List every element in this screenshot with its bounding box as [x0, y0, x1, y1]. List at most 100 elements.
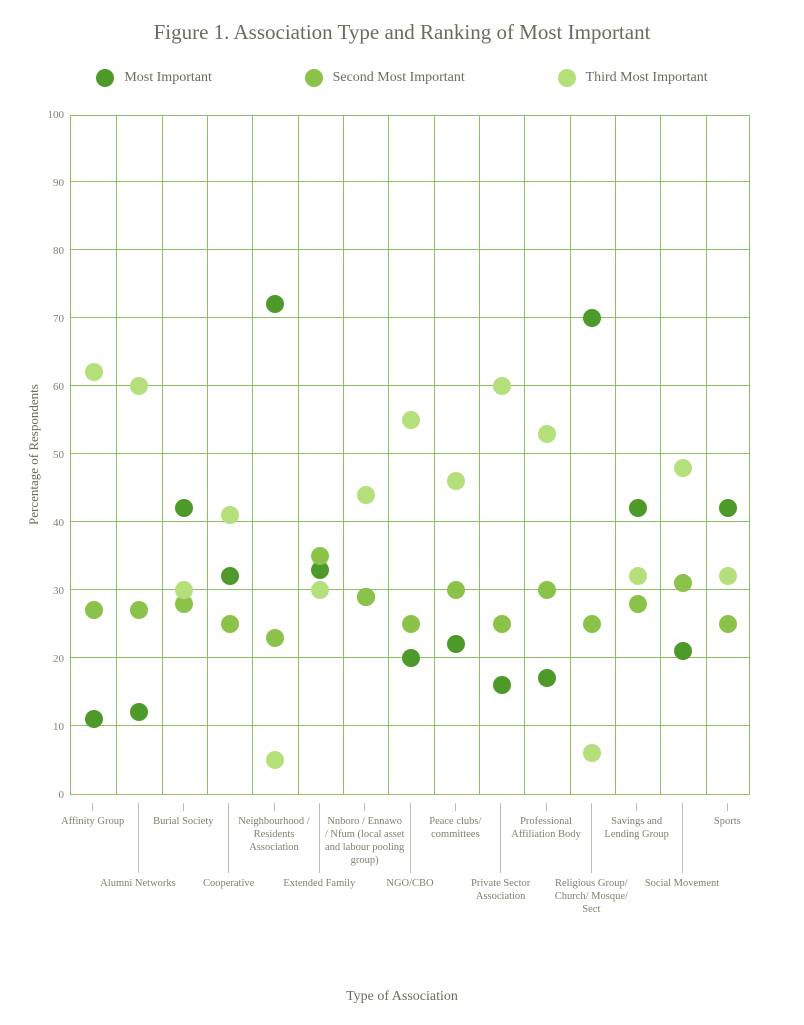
- y-tick-label: 60: [53, 381, 64, 393]
- gridline-vertical: [660, 116, 661, 794]
- x-label-stem: [92, 803, 93, 811]
- data-point: [357, 588, 375, 606]
- y-tick-label: 90: [53, 177, 64, 189]
- gridline-vertical: [434, 116, 435, 794]
- data-point: [493, 615, 511, 633]
- data-point: [221, 506, 239, 524]
- data-point: [402, 411, 420, 429]
- legend-item: Second Most Important: [305, 69, 465, 87]
- data-point: [402, 615, 420, 633]
- data-point: [674, 459, 692, 477]
- y-tick-label: 50: [53, 449, 64, 461]
- gridline-vertical: [298, 116, 299, 794]
- x-label-stem: [138, 803, 139, 873]
- plot-area: Percentage of Respondents 01020304050607…: [20, 115, 784, 795]
- data-point: [175, 581, 193, 599]
- x-label-stem: [546, 803, 547, 811]
- x-label-stem: [455, 803, 456, 811]
- x-category-label: Sports: [687, 803, 767, 828]
- gridline-vertical: [343, 116, 344, 794]
- x-label-text: Social Movement: [642, 877, 722, 890]
- x-label-stem: [274, 803, 275, 811]
- gridline-horizontal: [71, 453, 749, 454]
- gridline-vertical: [615, 116, 616, 794]
- gridline-vertical: [479, 116, 480, 794]
- data-point: [629, 567, 647, 585]
- data-point: [447, 472, 465, 490]
- data-point: [175, 499, 193, 517]
- legend: Most Important Second Most Important Third…: [20, 69, 784, 87]
- y-tick-label: 100: [48, 109, 65, 121]
- x-label-stem: [591, 803, 592, 873]
- x-label-stem: [500, 803, 501, 873]
- data-point: [493, 377, 511, 395]
- gridline-vertical: [116, 116, 117, 794]
- y-axis-ticks: 0102030405060708090100: [42, 115, 70, 795]
- data-point: [221, 567, 239, 585]
- gridline-horizontal: [71, 589, 749, 590]
- legend-label: Most Important: [124, 70, 212, 86]
- data-point: [674, 574, 692, 592]
- data-point: [447, 581, 465, 599]
- chart-grid: [70, 115, 750, 795]
- data-point: [85, 601, 103, 619]
- data-point: [266, 629, 284, 647]
- data-point: [85, 710, 103, 728]
- legend-label: Third Most Important: [586, 70, 708, 86]
- gridline-vertical: [207, 116, 208, 794]
- gridline-vertical: [252, 116, 253, 794]
- data-point: [538, 669, 556, 687]
- x-label-stem: [183, 803, 184, 811]
- data-point: [266, 751, 284, 769]
- data-point: [311, 581, 329, 599]
- x-label-stem: [319, 803, 320, 873]
- data-point: [719, 567, 737, 585]
- x-axis-labels: Affinity GroupAlumni NetworksBurial Soci…: [70, 803, 750, 983]
- data-point: [493, 676, 511, 694]
- data-point: [357, 486, 375, 504]
- data-point: [266, 295, 284, 313]
- data-point: [130, 703, 148, 721]
- y-tick-label: 70: [53, 313, 64, 325]
- gridline-horizontal: [71, 181, 749, 182]
- x-label-stem: [410, 803, 411, 873]
- chart-title: Figure 1. Association Type and Ranking o…: [20, 20, 784, 45]
- data-point: [130, 601, 148, 619]
- x-label-text: Religious Group/ Church/ Mosque/ Sect: [551, 877, 631, 916]
- data-point: [629, 595, 647, 613]
- data-point: [85, 363, 103, 381]
- data-point: [583, 309, 601, 327]
- gridline-vertical: [162, 116, 163, 794]
- data-point: [719, 615, 737, 633]
- data-point: [538, 425, 556, 443]
- gridline-horizontal: [71, 249, 749, 250]
- x-label-text: Sports: [687, 815, 767, 828]
- chart-container: Figure 1. Association Type and Ranking o…: [20, 20, 784, 1005]
- data-point: [311, 547, 329, 565]
- data-point: [629, 499, 647, 517]
- x-label-text: Private Sector Association: [461, 877, 541, 903]
- data-point: [583, 615, 601, 633]
- y-tick-label: 10: [53, 721, 64, 733]
- legend-dot-icon: [305, 69, 323, 87]
- gridline-horizontal: [71, 521, 749, 522]
- x-label-text: Alumni Networks: [98, 877, 178, 890]
- x-label-stem: [682, 803, 683, 873]
- data-point: [130, 377, 148, 395]
- data-point: [447, 635, 465, 653]
- y-tick-label: 20: [53, 653, 64, 665]
- gridline-horizontal: [71, 317, 749, 318]
- y-tick-label: 0: [59, 789, 65, 801]
- data-point: [583, 744, 601, 762]
- data-point: [538, 581, 556, 599]
- data-point: [402, 649, 420, 667]
- x-label-stem: [727, 803, 728, 811]
- legend-dot-icon: [96, 69, 114, 87]
- x-label-text: Extended Family: [279, 877, 359, 890]
- y-axis-label: Percentage of Respondents: [20, 115, 42, 795]
- gridline-vertical: [524, 116, 525, 794]
- data-point: [221, 615, 239, 633]
- gridline-horizontal: [71, 725, 749, 726]
- legend-item: Third Most Important: [558, 69, 708, 87]
- legend-label: Second Most Important: [333, 70, 465, 86]
